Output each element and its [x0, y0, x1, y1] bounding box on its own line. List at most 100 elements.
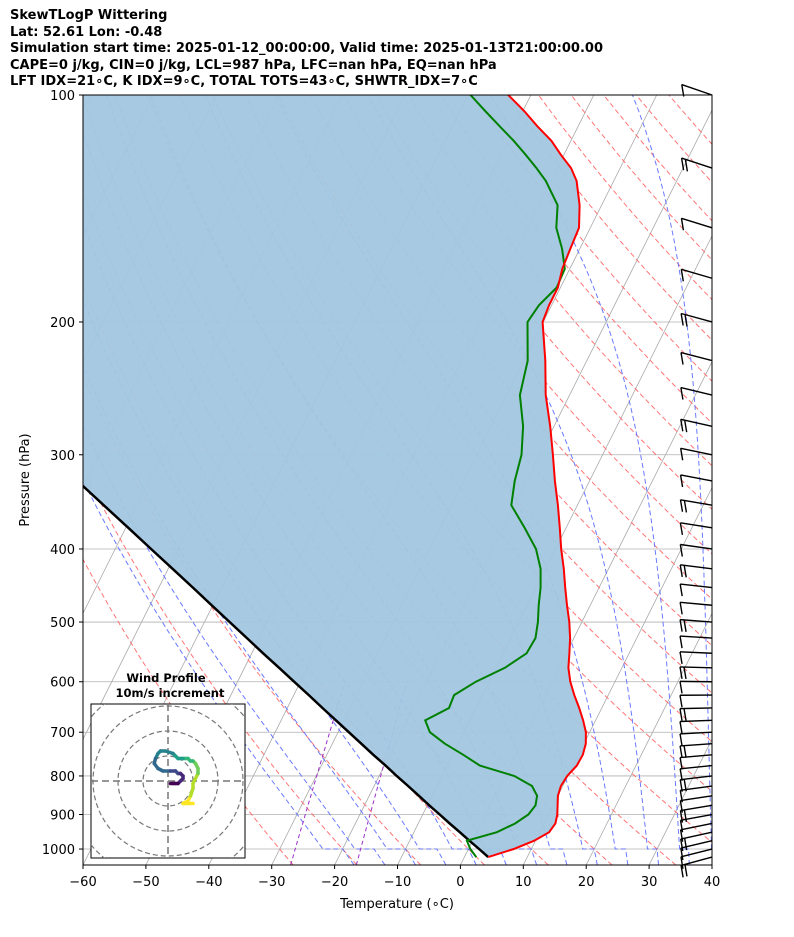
wind-barb-flag — [679, 583, 683, 597]
wind-barb-shaft — [680, 312, 713, 323]
x-tick-label: −10 — [384, 875, 411, 890]
wind-barb-flag — [684, 159, 689, 172]
dewpoint-profile-line — [423, 95, 566, 858]
y-tick-label: 900 — [50, 809, 75, 824]
wind-barb-shaft — [680, 564, 713, 570]
wind-barb-shaft — [680, 447, 713, 456]
y-tick-label: 200 — [50, 316, 75, 331]
wind-barb-flag — [679, 757, 683, 770]
dry-adiabat-line — [83, 467, 358, 865]
wind-barb-flag — [683, 745, 687, 758]
wind-barb-flag — [684, 314, 688, 327]
wind-barb — [679, 743, 713, 759]
wind-barb-flag — [679, 635, 683, 649]
location-line: Lat: 52.61 Lon: -0.48 — [10, 24, 163, 40]
wind-barb-shaft — [680, 743, 713, 747]
wind-barb — [679, 522, 713, 535]
wind-barb — [680, 386, 713, 400]
y-tick-label: 800 — [50, 770, 75, 785]
dry-adiabat-line — [603, 95, 712, 222]
wind-barb — [679, 775, 713, 792]
moist-adiabat-line — [83, 424, 386, 865]
wind-barb-shaft — [679, 719, 713, 723]
wind-barb-flag — [679, 768, 683, 781]
wind-barb-flag — [679, 499, 684, 512]
wind-barb-flag — [683, 666, 687, 680]
moist-adiabat-line — [367, 95, 659, 865]
x-tick-label: 20 — [578, 875, 595, 890]
wind-barb-flag — [680, 856, 684, 869]
y-tick-label: 700 — [50, 726, 75, 741]
wind-barb-flag — [679, 522, 684, 535]
wind-barb-shaft — [680, 386, 713, 396]
chart-title-block: SkewTLogP Wittering Lat: 52.61 Lon: -0.4… — [10, 8, 780, 91]
wind-barb — [679, 795, 713, 813]
wind-barb-flag — [680, 313, 684, 326]
x-tick-label: −20 — [321, 875, 348, 890]
wind-barb-flag — [679, 733, 683, 747]
profiles-layer — [83, 95, 587, 859]
wind-barb-flag — [679, 681, 683, 694]
y-tick-label: 1000 — [42, 843, 75, 858]
wind-barb-shaft — [680, 418, 713, 427]
moist-adiabat-line — [83, 479, 355, 865]
x-axis-label: Temperature (∘C) — [339, 897, 454, 912]
wind-barb-shaft — [680, 754, 713, 759]
dry-adiabat-line — [407, 95, 712, 467]
wind-barb-flag — [679, 745, 683, 759]
x-tick-label: 40 — [704, 875, 721, 890]
wind-barb — [679, 764, 713, 781]
wind-barb-flag — [680, 847, 684, 861]
wind-barb-flag — [679, 800, 684, 813]
dry-adiabat-line — [147, 95, 712, 844]
wind-barb-shaft — [680, 583, 713, 589]
x-tick-label: −30 — [258, 875, 285, 890]
wind-barb-flag — [679, 708, 683, 721]
isotherm-line — [648, 738, 712, 865]
wind-barb-flag — [679, 779, 683, 792]
wind-barb-shaft — [680, 775, 713, 781]
wind-barb-flag — [679, 448, 684, 461]
wind-barb-flag — [679, 544, 684, 557]
wind-barb-flag — [683, 500, 688, 513]
wind-barb-shaft — [680, 499, 713, 506]
parcel-profile-line — [83, 484, 490, 859]
dry-adiabat-line — [342, 95, 712, 555]
wind-barb — [679, 474, 713, 488]
x-tick-label: 30 — [641, 875, 658, 890]
wind-barb-shaft — [680, 731, 713, 735]
y-axis-label: Pressure (hPa) — [18, 433, 33, 526]
wind-barb — [680, 831, 713, 852]
dry-adiabat-line — [668, 95, 712, 145]
wind-barb-shaft — [680, 831, 713, 840]
isotherm-line — [775, 95, 794, 865]
wind-barb-flag — [683, 708, 687, 721]
wind-barb — [679, 499, 713, 513]
wind-barb-flag — [683, 809, 688, 823]
y-tick-label: 500 — [50, 616, 75, 631]
wind-barb-flag — [683, 779, 687, 792]
wind-barb — [680, 856, 713, 878]
wind-barb — [679, 651, 713, 664]
wind-barb — [680, 268, 713, 282]
wind-barb-flag — [680, 269, 684, 282]
wind-barb-flag — [679, 695, 683, 708]
isotherm-line — [522, 486, 712, 865]
wind-barb-flag — [679, 820, 684, 833]
wind-barb — [680, 418, 713, 433]
wind-barb-shaft — [681, 157, 713, 169]
wind-barb-flag — [680, 838, 684, 852]
wind-barb-shaft — [680, 848, 713, 858]
wind-barb — [679, 694, 713, 708]
wind-barb — [679, 635, 713, 649]
wind-barb-shaft — [680, 351, 713, 362]
wind-barb-flag — [680, 157, 685, 171]
wind-barb-shaft — [679, 707, 713, 710]
axes-layer: −60 −50 −40 −30 −20 −10 0 10 20 30 40 100 200 300 400 5… — [42, 89, 720, 890]
moist-adiabat-line — [632, 95, 712, 850]
wind-barb-flag — [679, 790, 683, 803]
wind-barb — [679, 804, 713, 823]
wind-barb — [679, 719, 713, 734]
isotherm-line — [585, 612, 712, 865]
wind-barb — [679, 601, 713, 615]
